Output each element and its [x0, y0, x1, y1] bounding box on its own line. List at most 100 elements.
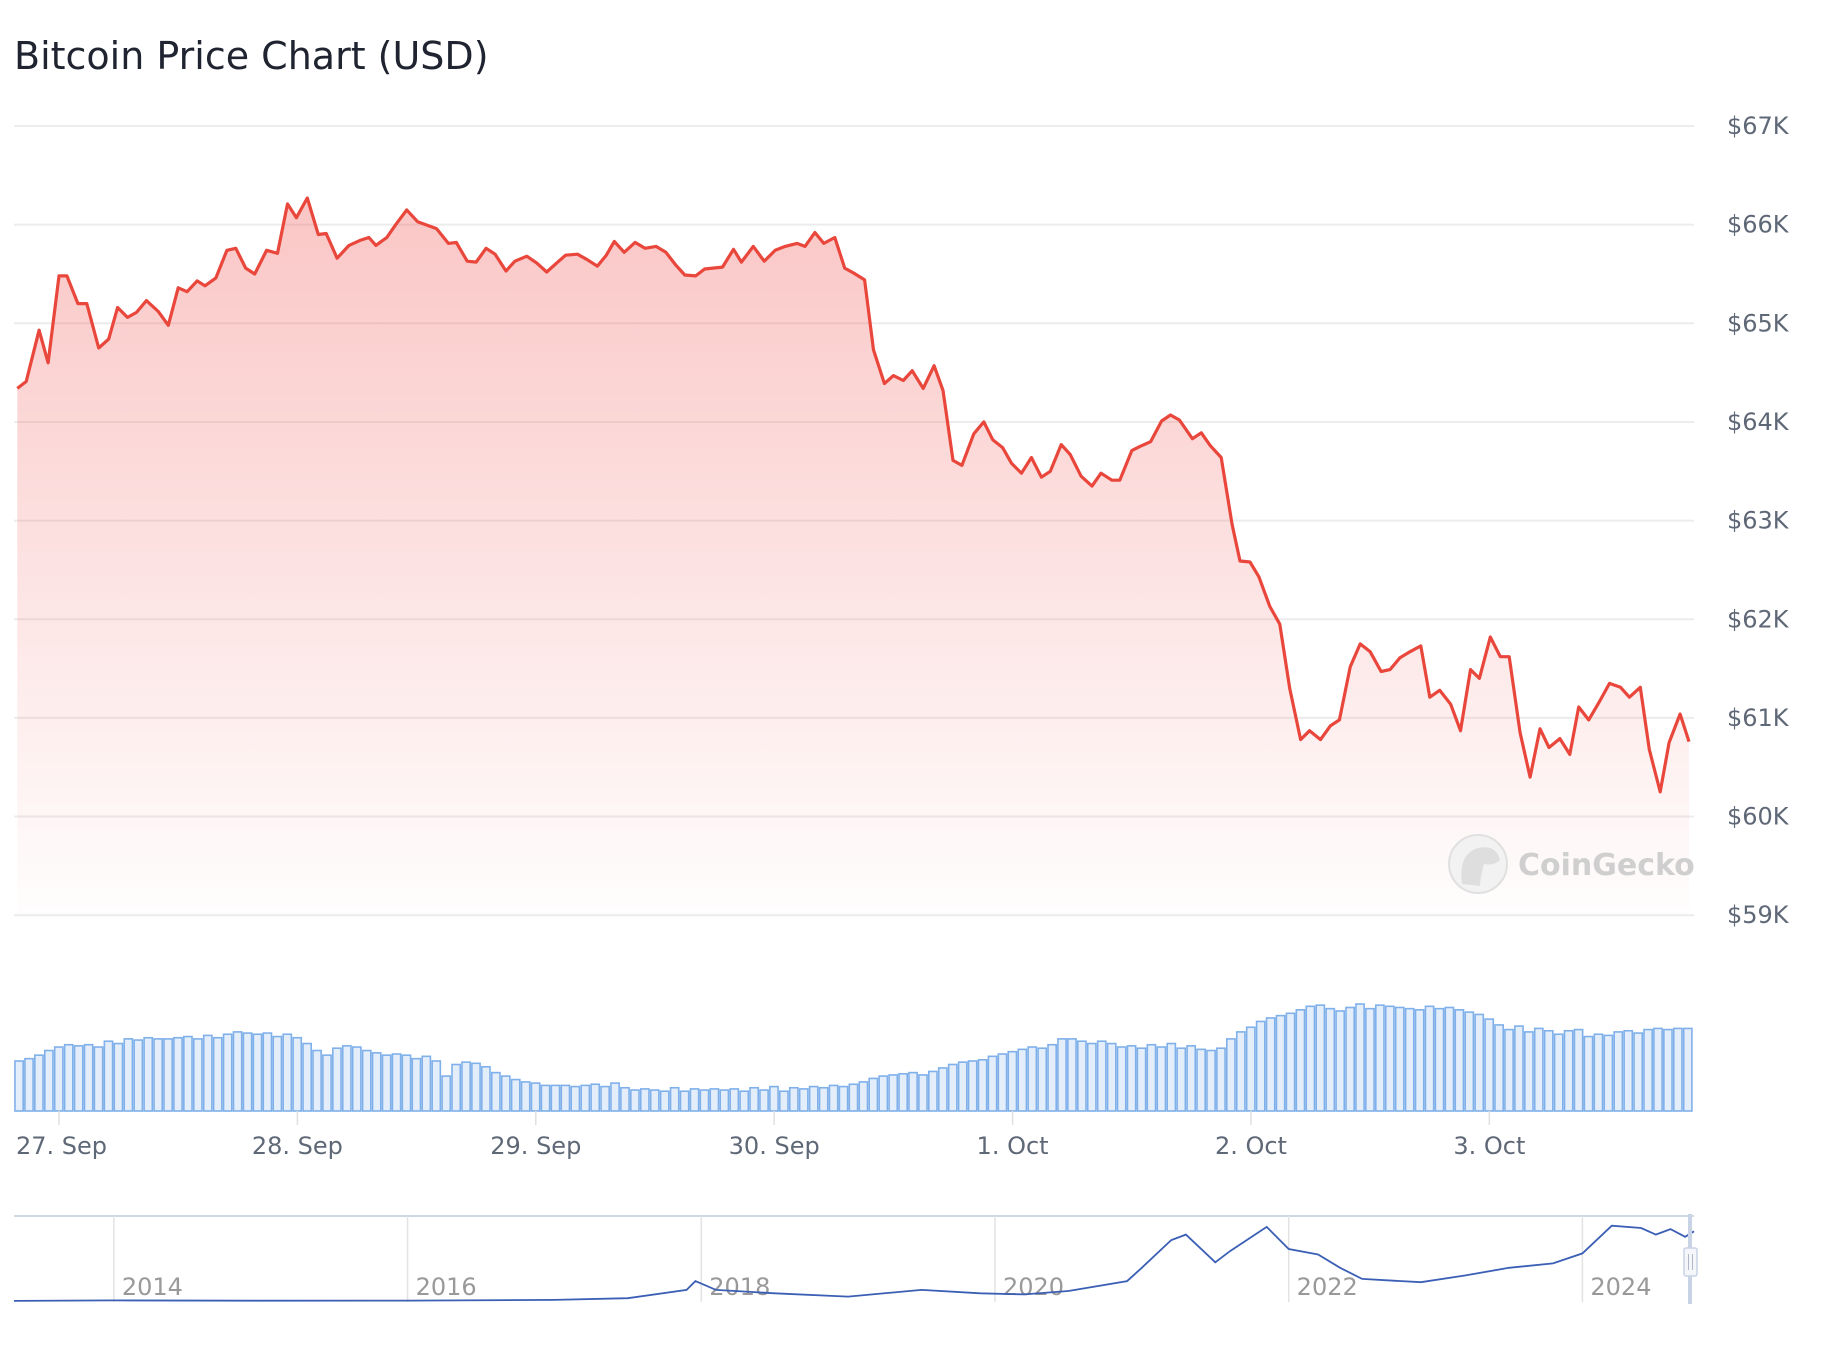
- volume-bar: [1335, 1010, 1346, 1112]
- volume-bar: [163, 1038, 173, 1112]
- volume-bar: [1146, 1043, 1157, 1112]
- price-line: [16, 196, 1691, 794]
- volume-bar: [490, 1071, 501, 1112]
- volume-bar: [1007, 1050, 1018, 1112]
- volume-bar: [918, 1074, 928, 1112]
- volume-bar: [1355, 1003, 1365, 1112]
- volume-bar: [928, 1070, 938, 1112]
- volume-bar: [222, 1033, 233, 1112]
- x-tick-label: 3. Oct: [1453, 1132, 1525, 1160]
- volume-bar: [1494, 1024, 1504, 1112]
- volume-bar: [24, 1057, 34, 1112]
- volume-bar: [1017, 1048, 1028, 1112]
- volume-bar: [818, 1086, 829, 1112]
- volume-bar: [411, 1057, 422, 1112]
- volume-bar: [739, 1090, 750, 1112]
- volume-bar: [371, 1052, 382, 1112]
- volume-bar: [798, 1088, 809, 1112]
- volume-bar: [1096, 1040, 1107, 1112]
- volume-bar: [858, 1081, 869, 1112]
- volume-bar: [1265, 1017, 1276, 1112]
- volume-bar: [689, 1088, 700, 1112]
- volume-bar: [1464, 1011, 1475, 1112]
- year-label: 2014: [122, 1273, 183, 1301]
- navigator[interactable]: 2014 2016 2018 2020 2022 2024: [13, 1214, 1698, 1304]
- y-tick-label: $62K: [1727, 605, 1790, 633]
- y-tick-label: $59K: [1727, 901, 1790, 929]
- volume-bar: [987, 1055, 998, 1112]
- y-tick-label: $67K: [1727, 112, 1790, 140]
- volume-bar: [769, 1085, 779, 1112]
- volume-bar: [808, 1085, 819, 1112]
- navigator-handle[interactable]: [1683, 1247, 1698, 1277]
- volume-bar: [1374, 1004, 1385, 1112]
- volume-bar: [312, 1049, 322, 1112]
- volume-bar: [878, 1075, 889, 1112]
- volume-bar: [659, 1090, 670, 1112]
- volume-bar: [153, 1038, 164, 1112]
- volume-bar: [520, 1081, 531, 1112]
- year-label: 2024: [1590, 1273, 1651, 1301]
- volume-bar: [322, 1054, 332, 1112]
- year-label: 2016: [416, 1273, 477, 1301]
- volume-bar: [759, 1089, 769, 1112]
- x-tick-label: 30. Sep: [729, 1132, 820, 1160]
- volume-bar: [500, 1075, 511, 1112]
- volume-bar: [43, 1049, 54, 1112]
- volume-bar: [1484, 1018, 1495, 1112]
- volume-bar: [252, 1033, 263, 1112]
- volume-bar: [1603, 1034, 1614, 1112]
- volume-bar: [937, 1067, 948, 1112]
- volume-bar: [1325, 1007, 1336, 1112]
- volume-bar: [1315, 1004, 1326, 1112]
- volume-bar: [669, 1086, 680, 1112]
- volume-bar: [947, 1063, 958, 1112]
- volume-bar: [530, 1082, 541, 1112]
- volume-bar: [1106, 1042, 1117, 1112]
- volume-bar: [1196, 1048, 1206, 1112]
- volume-bar: [1365, 1007, 1375, 1112]
- volume-bar: [620, 1086, 630, 1112]
- volume-bar: [53, 1046, 64, 1112]
- volume-bar: [1613, 1031, 1624, 1112]
- volume-bar: [1424, 1005, 1435, 1112]
- volume-bar: [232, 1031, 243, 1112]
- volume-bar: [361, 1049, 372, 1112]
- year-label: 2020: [1003, 1273, 1064, 1301]
- volume-bar: [630, 1089, 640, 1112]
- volume-bar: [1027, 1046, 1038, 1112]
- volume-bar: [1394, 1006, 1405, 1112]
- volume-bar: [699, 1089, 710, 1112]
- volume-bar: [590, 1083, 601, 1112]
- volume-bar: [1474, 1013, 1485, 1112]
- y-tick-label: $64K: [1727, 408, 1790, 436]
- volume-bar: [788, 1086, 799, 1112]
- volume-bar: [639, 1088, 650, 1112]
- volume-bar: [192, 1038, 203, 1112]
- volume-bar: [73, 1045, 84, 1112]
- volume-bar: [14, 1060, 24, 1112]
- x-tick-label: 1. Oct: [977, 1132, 1049, 1160]
- volume-bar: [292, 1036, 303, 1112]
- volume-bar: [898, 1072, 909, 1112]
- volume-bar: [749, 1086, 760, 1112]
- volume-bar: [967, 1060, 978, 1112]
- volume-bar: [1573, 1028, 1584, 1112]
- volume-bar: [351, 1046, 362, 1112]
- volume-bar: [63, 1043, 74, 1112]
- volume-bar: [1643, 1028, 1653, 1112]
- volume-bar: [1225, 1038, 1236, 1112]
- volume-bar: [1156, 1046, 1167, 1112]
- volume-bar: [1076, 1040, 1087, 1112]
- volume-bar: [1275, 1014, 1286, 1112]
- year-label: 2022: [1297, 1273, 1358, 1301]
- volume-bar: [1593, 1033, 1604, 1112]
- volume-bar: [123, 1038, 134, 1112]
- volume-bar: [1176, 1047, 1187, 1112]
- volume-bar: [997, 1053, 1008, 1112]
- volume-bar: [242, 1032, 253, 1112]
- volume-bar: [1047, 1043, 1057, 1112]
- volume-bar: [93, 1046, 104, 1112]
- volume-bar: [1206, 1049, 1216, 1112]
- volume-bar: [1653, 1027, 1663, 1112]
